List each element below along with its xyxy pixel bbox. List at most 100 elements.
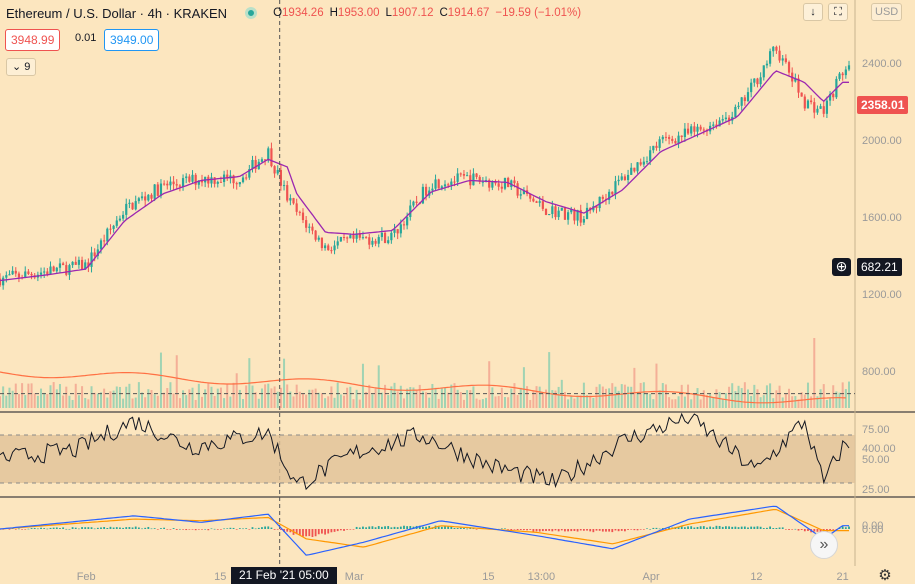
download-button[interactable]: ↓: [803, 3, 823, 21]
macd-histogram-bar: [182, 529, 184, 530]
macd-histogram-bar: [630, 529, 633, 530]
volume-bar: [604, 388, 607, 408]
macd-histogram-bar: [264, 526, 267, 529]
volume-bar: [87, 399, 90, 408]
scroll-to-realtime-button[interactable]: »: [810, 531, 838, 559]
volume-bar: [270, 388, 273, 408]
candle-body: [254, 159, 257, 170]
indicators-count: 9: [24, 61, 31, 73]
volume-bar: [595, 386, 598, 408]
candle-body: [721, 119, 724, 121]
volume-bar: [444, 387, 447, 408]
volume-bar: [308, 389, 311, 408]
macd-histogram-bar: [87, 527, 90, 529]
volume-bar: [109, 391, 112, 408]
volume-bar: [478, 399, 481, 408]
candle-body: [289, 198, 292, 201]
volume-bar: [412, 387, 415, 408]
macd-histogram-bar: [346, 529, 349, 530]
volume-bar: [390, 386, 393, 408]
candle-body: [513, 180, 516, 184]
macd-histogram-bar: [551, 529, 554, 532]
macd-histogram-bar: [235, 529, 238, 530]
volume-bar: [30, 383, 33, 408]
volume-bar: [488, 361, 491, 408]
candle-body: [169, 181, 172, 186]
macd-histogram-bar: [702, 526, 705, 529]
volume-bar: [251, 385, 254, 408]
volume-bar: [639, 382, 642, 408]
candle-body: [245, 177, 248, 179]
candle-body: [377, 237, 380, 244]
macd-histogram-bar: [201, 529, 203, 530]
volume-bar: [576, 395, 579, 408]
macd-histogram-bar: [314, 529, 317, 537]
volume-bar: [49, 385, 52, 408]
macd-histogram-bar: [96, 527, 99, 529]
high-value: 1953.00: [337, 7, 380, 19]
volume-bar: [219, 387, 222, 408]
candle-body: [390, 232, 393, 241]
volume-bar: [96, 393, 99, 408]
candle-body: [677, 135, 680, 144]
volume-bar: [459, 392, 462, 408]
volume-bar: [563, 391, 566, 408]
macd-histogram-bar: [611, 529, 614, 533]
candle-body: [156, 184, 159, 196]
candle-body: [699, 126, 702, 130]
candle-body: [806, 100, 810, 109]
macd-histogram-bar: [276, 529, 279, 530]
currency-button[interactable]: USD: [871, 3, 903, 21]
volume-bar: [46, 394, 49, 408]
volume-bar: [150, 389, 153, 408]
volume-bar: [652, 399, 655, 408]
macd-histogram-bar: [422, 526, 424, 529]
volume-bar: [112, 390, 115, 408]
volume-bar: [17, 394, 20, 408]
indicators-toggle[interactable]: ⌄ 9: [6, 58, 37, 76]
volume-bar: [175, 355, 178, 408]
volume-bar: [668, 397, 671, 408]
candle-body: [620, 176, 623, 180]
fullscreen-button[interactable]: ⛶: [828, 3, 848, 21]
volume-bar: [545, 389, 548, 408]
candle-body: [775, 46, 778, 51]
volume-bar: [428, 397, 431, 408]
candle-body: [734, 106, 737, 117]
macd-histogram-bar: [709, 526, 712, 529]
candle-body: [93, 252, 96, 257]
macd-histogram-bar: [141, 528, 143, 530]
candle-body: [150, 194, 153, 199]
settings-button[interactable]: ⚙: [876, 567, 894, 584]
add-alert-button[interactable]: ⊕: [832, 258, 851, 276]
volume-bar: [497, 395, 500, 408]
macd-histogram-bar: [112, 527, 115, 529]
candle-body: [159, 183, 163, 196]
macd-histogram-bar: [194, 529, 197, 531]
time-tick-label: 15: [482, 571, 494, 583]
volume-bar: [567, 399, 570, 408]
macd-histogram-bar: [649, 528, 652, 530]
candle-body: [447, 184, 450, 186]
candle-body: [213, 177, 216, 184]
macd-histogram-bar: [213, 528, 216, 530]
volume-bar: [674, 399, 677, 408]
volume-bar: [197, 383, 200, 408]
macd-histogram-bar: [321, 529, 323, 534]
volume-bar: [500, 387, 503, 408]
buy-button[interactable]: 3949.00: [104, 29, 160, 51]
macd-histogram-bar: [564, 529, 566, 532]
candle-body: [330, 250, 333, 252]
volume-bar: [608, 388, 611, 408]
macd-histogram-bar: [737, 527, 740, 529]
sell-button[interactable]: 3948.99: [5, 29, 61, 51]
time-tick-label: Apr: [643, 571, 660, 583]
macd-histogram-bar: [794, 528, 797, 530]
symbol-title[interactable]: Ethereum / U.S. Dollar · 4h · KRAKEN: [6, 5, 228, 21]
volume-bar: [680, 384, 683, 408]
macd-histogram-bar: [242, 528, 244, 530]
candle-body: [727, 117, 731, 121]
macd-histogram-bar: [803, 529, 806, 532]
